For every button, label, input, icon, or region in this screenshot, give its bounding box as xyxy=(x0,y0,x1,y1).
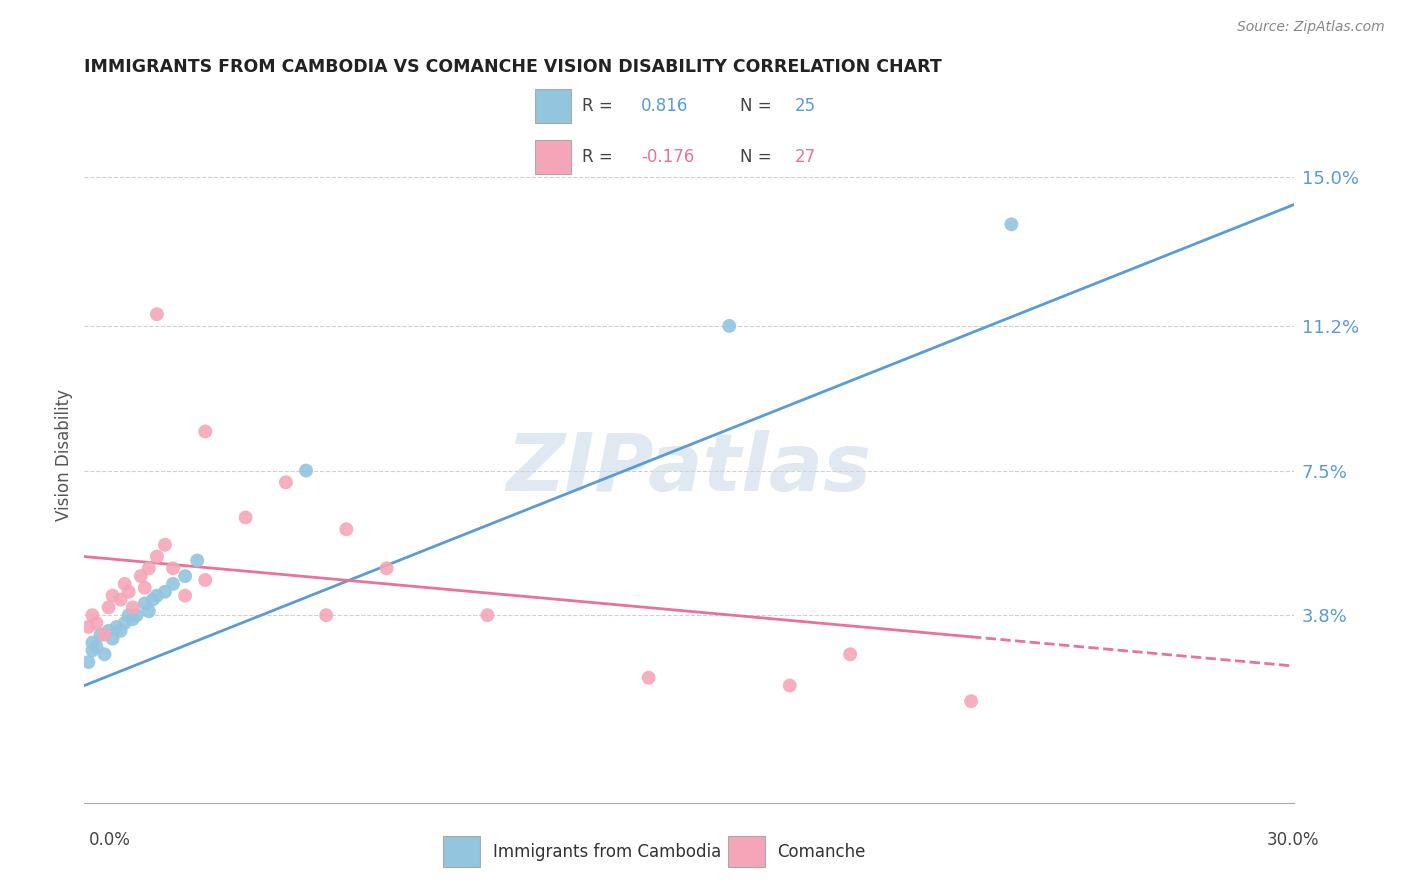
Point xyxy=(93,647,115,661)
Point xyxy=(295,464,318,478)
Point xyxy=(110,592,132,607)
Point xyxy=(121,612,143,626)
Text: 27: 27 xyxy=(794,148,815,166)
Text: N =: N = xyxy=(740,97,776,115)
Y-axis label: Vision Disability: Vision Disability xyxy=(55,389,73,521)
Point xyxy=(118,584,141,599)
Point xyxy=(114,577,136,591)
Point xyxy=(134,597,156,611)
Text: 25: 25 xyxy=(794,97,815,115)
Text: ZIPatlas: ZIPatlas xyxy=(506,430,872,508)
Point xyxy=(186,553,208,567)
Text: R =: R = xyxy=(582,148,619,166)
Point xyxy=(335,522,357,536)
Point xyxy=(146,589,169,603)
Text: -0.176: -0.176 xyxy=(641,148,695,166)
Text: 30.0%: 30.0% xyxy=(1267,831,1319,849)
Point xyxy=(162,577,184,591)
Point xyxy=(274,475,297,490)
Point xyxy=(89,628,111,642)
Point xyxy=(235,510,257,524)
Point xyxy=(477,608,499,623)
FancyBboxPatch shape xyxy=(534,89,571,122)
Point xyxy=(315,608,337,623)
Point xyxy=(138,604,160,618)
Point xyxy=(960,694,983,708)
Text: R =: R = xyxy=(582,97,619,115)
Point xyxy=(375,561,398,575)
Point xyxy=(637,671,659,685)
Point xyxy=(101,589,124,603)
Text: 0.0%: 0.0% xyxy=(89,831,131,849)
Point xyxy=(142,592,165,607)
Point xyxy=(121,600,143,615)
Point xyxy=(77,655,100,669)
Point xyxy=(77,620,100,634)
Point xyxy=(1000,217,1022,231)
Point xyxy=(82,608,104,623)
Point xyxy=(125,608,148,623)
Point xyxy=(194,425,217,439)
Point xyxy=(97,600,120,615)
Point xyxy=(174,569,197,583)
FancyBboxPatch shape xyxy=(443,837,481,867)
FancyBboxPatch shape xyxy=(728,837,765,867)
Point xyxy=(153,584,176,599)
Point xyxy=(174,589,197,603)
Point xyxy=(114,615,136,630)
Point xyxy=(101,632,124,646)
Point xyxy=(839,647,862,661)
Point xyxy=(129,569,152,583)
Point xyxy=(82,643,104,657)
Text: Comanche: Comanche xyxy=(778,843,866,861)
Point xyxy=(82,635,104,649)
FancyBboxPatch shape xyxy=(534,140,571,174)
Point xyxy=(153,538,176,552)
Point xyxy=(146,549,169,564)
Text: N =: N = xyxy=(740,148,776,166)
Point xyxy=(86,640,108,654)
Point xyxy=(138,561,160,575)
Point xyxy=(779,679,801,693)
Point xyxy=(118,608,141,623)
Point xyxy=(110,624,132,638)
Point xyxy=(194,573,217,587)
Point xyxy=(162,561,184,575)
Text: Source: ZipAtlas.com: Source: ZipAtlas.com xyxy=(1237,20,1385,34)
Point xyxy=(718,318,741,333)
Point xyxy=(105,620,128,634)
Text: Immigrants from Cambodia: Immigrants from Cambodia xyxy=(492,843,721,861)
Point xyxy=(97,624,120,638)
Point xyxy=(134,581,156,595)
Point xyxy=(86,615,108,630)
Point xyxy=(93,628,115,642)
Text: IMMIGRANTS FROM CAMBODIA VS COMANCHE VISION DISABILITY CORRELATION CHART: IMMIGRANTS FROM CAMBODIA VS COMANCHE VIS… xyxy=(84,58,942,76)
Text: 0.816: 0.816 xyxy=(641,97,688,115)
Point xyxy=(146,307,169,321)
